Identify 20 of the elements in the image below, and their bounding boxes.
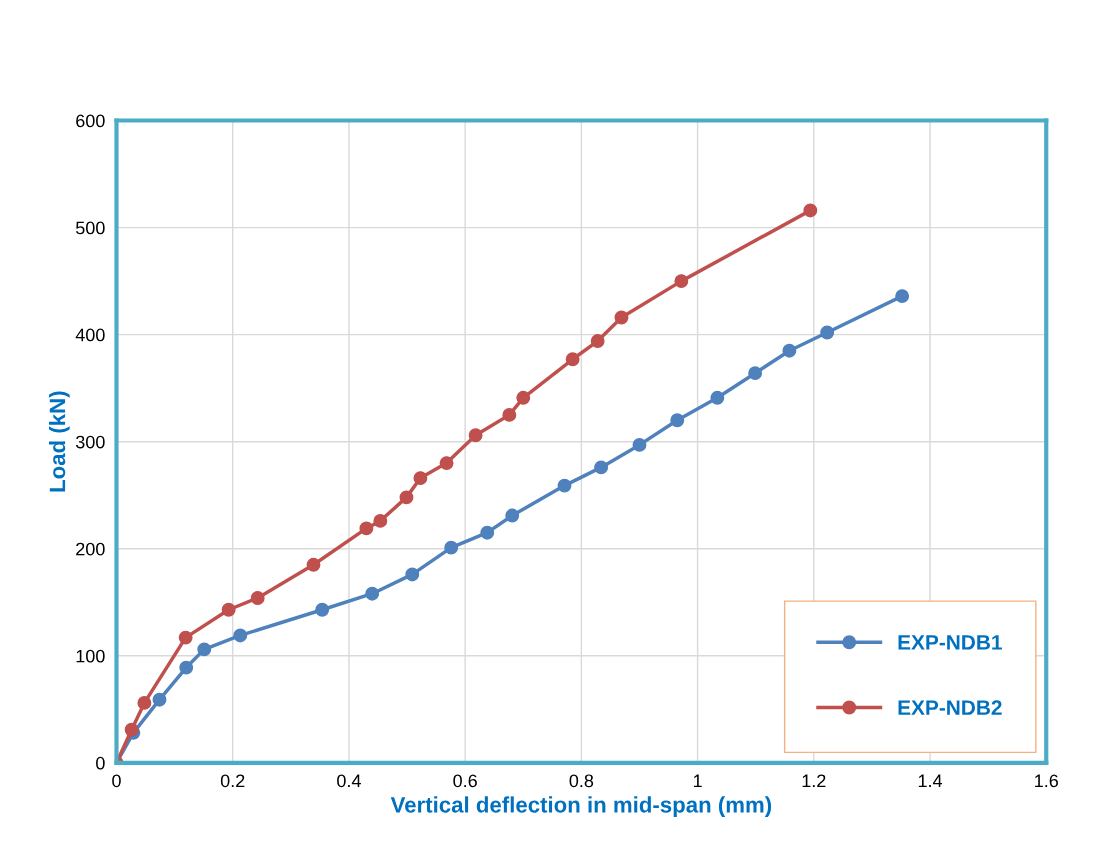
x-axis-title: Vertical deflection in mid-span (mm)	[390, 796, 772, 818]
x-tick-label: 0.4	[337, 774, 361, 788]
y-axis-title: Load (kN)	[48, 391, 70, 492]
x-tick-label: 0.8	[569, 774, 594, 788]
x-tick-label: 1.4	[918, 774, 943, 788]
legend-label: EXP-NDB1	[898, 635, 1002, 650]
legend-label: EXP-NDB2	[898, 700, 1002, 715]
x-tick-label: 0	[112, 774, 121, 788]
x-tick-label: 1.2	[802, 774, 826, 788]
x-tick-label: 0.6	[453, 774, 477, 788]
y-tick-label: 200	[76, 542, 105, 556]
y-tick-label: 400	[75, 328, 105, 342]
x-tick-label: 1	[693, 774, 702, 788]
y-tick-label: 100	[76, 649, 105, 663]
y-tick-label: 600	[76, 114, 105, 128]
x-tick-label: 0.2	[220, 774, 245, 788]
y-tick-label: 300	[75, 435, 105, 449]
y-tick-label: 500	[75, 221, 105, 235]
x-tick-label: 1.6	[1035, 774, 1059, 788]
y-tick-label: 0	[96, 756, 105, 770]
